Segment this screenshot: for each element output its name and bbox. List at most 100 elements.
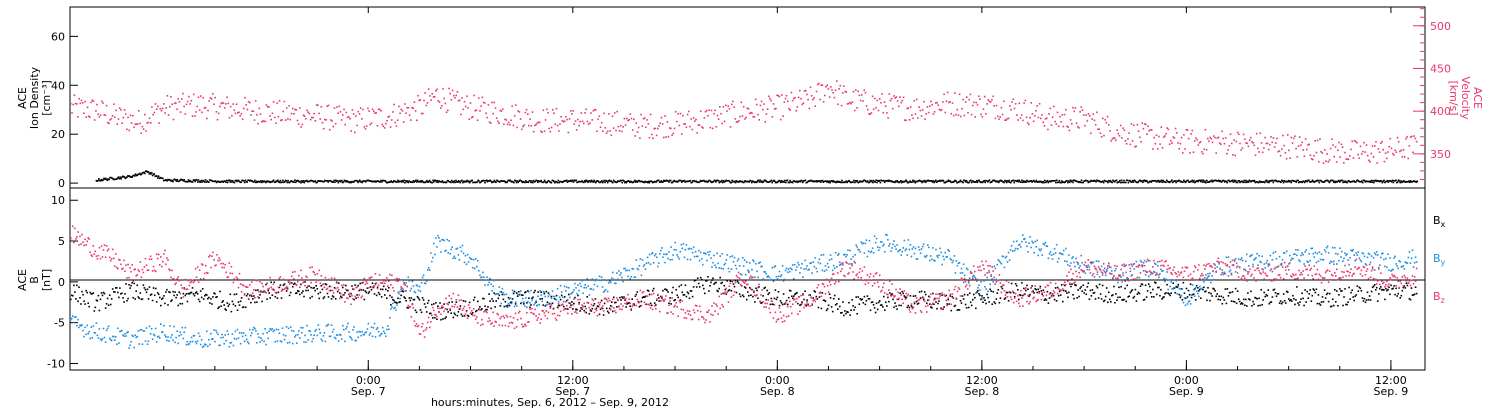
bx-series-point — [711, 279, 713, 281]
bx-series-point — [688, 297, 691, 299]
by-series-point — [578, 289, 580, 292]
bx-series-point — [939, 293, 941, 295]
bx-series-point — [861, 298, 864, 301]
bx-series-point — [307, 289, 309, 292]
velocity-series-point — [1278, 150, 1281, 152]
density-series-point — [191, 181, 194, 183]
bx-series-point — [1072, 294, 1074, 296]
bx-series-point — [876, 308, 879, 311]
velocity-series-point — [392, 111, 394, 113]
density-series-point — [381, 179, 384, 182]
by-series-point — [874, 241, 877, 244]
bx-series-point — [403, 296, 405, 298]
by-series-point — [439, 240, 441, 242]
density-series-point — [655, 181, 658, 183]
bx-series-point — [431, 303, 433, 306]
by-series-point — [454, 257, 457, 260]
by-series-point — [264, 328, 266, 330]
velocity-series-point — [399, 112, 401, 115]
density-series-point — [292, 180, 294, 183]
density-series-point — [112, 178, 115, 181]
density-series-point — [1042, 180, 1044, 183]
bx-series-point — [710, 281, 712, 284]
bx-series-point — [195, 291, 198, 293]
by-series-point — [431, 260, 433, 263]
density-series-point — [1282, 181, 1285, 184]
by-series-point — [492, 285, 494, 288]
velocity-series-point — [348, 116, 350, 118]
velocity-series-point — [1279, 154, 1282, 157]
by-series-point — [547, 295, 550, 298]
by-series-point — [568, 287, 570, 289]
bx-series-point — [353, 298, 355, 301]
velocity-series-point — [344, 123, 346, 126]
velocity-series-point — [396, 119, 399, 121]
bx-series-point — [367, 292, 370, 294]
velocity-series-point — [1320, 150, 1322, 153]
velocity-series-point — [1195, 137, 1197, 139]
velocity-series-point — [698, 124, 701, 126]
by-series-point — [453, 255, 456, 258]
density-series-point — [733, 180, 735, 183]
density-series-point — [197, 181, 199, 183]
density-series-point — [600, 181, 602, 183]
by-series-point — [937, 256, 939, 259]
velocity-series-point — [1124, 140, 1127, 142]
density-series-point — [520, 180, 523, 183]
velocity-series-point — [416, 119, 418, 122]
velocity-series-point — [757, 113, 759, 116]
velocity-series-point — [808, 107, 811, 110]
density-series-point — [1297, 179, 1299, 182]
by-series-point — [944, 251, 946, 254]
by-series-point — [842, 264, 844, 266]
by-series-point — [920, 248, 923, 250]
velocity-series-point — [209, 97, 212, 99]
bx-series-point — [516, 295, 519, 297]
velocity-series-point — [229, 105, 232, 108]
density-series-point — [502, 180, 505, 182]
density-series-point — [1108, 180, 1111, 183]
velocity-series-point — [458, 99, 461, 102]
by-series-point — [192, 335, 195, 337]
velocity-series-point — [960, 115, 962, 118]
bx-series-point — [275, 292, 278, 294]
velocity-series-point — [676, 120, 678, 123]
by-series-point — [921, 245, 924, 248]
by-series-point — [238, 332, 241, 334]
velocity-series-point — [745, 116, 747, 119]
density-series-point — [1239, 181, 1241, 184]
bx-series-point — [947, 298, 949, 301]
density-series-point — [176, 178, 179, 181]
velocity-series-point — [140, 132, 142, 134]
bx-series-point — [219, 290, 221, 293]
by-series-point — [224, 334, 226, 336]
density-series-point — [1150, 181, 1153, 183]
bx-series-point — [549, 305, 552, 308]
velocity-series-point — [778, 95, 781, 98]
velocity-series-point — [980, 113, 982, 116]
bx-series-point — [322, 297, 325, 300]
by-series-point — [881, 241, 883, 243]
density-series-point — [1120, 179, 1123, 182]
density-series-point — [969, 180, 971, 182]
bx-series-point — [616, 306, 618, 308]
bx-series-point — [360, 289, 362, 291]
density-series-point — [1087, 181, 1090, 184]
velocity-series-point — [456, 91, 459, 93]
velocity-series-point — [1176, 132, 1178, 134]
bx-series-point — [387, 290, 389, 292]
velocity-series-point — [606, 130, 609, 133]
density-series-point — [588, 180, 590, 182]
bx-series-point — [1264, 295, 1266, 298]
density-series-point — [1398, 180, 1401, 182]
bx-series-point — [1203, 286, 1205, 289]
velocity-series-point — [1069, 119, 1072, 121]
velocity-series-point — [260, 121, 263, 123]
density-series-point — [1201, 181, 1204, 183]
density-series-point — [530, 181, 532, 184]
density-series-point — [1069, 179, 1072, 182]
bx-series-point — [911, 306, 914, 309]
density-series-point — [329, 179, 332, 182]
density-series-point — [805, 181, 807, 184]
density-series-point — [1121, 181, 1124, 184]
